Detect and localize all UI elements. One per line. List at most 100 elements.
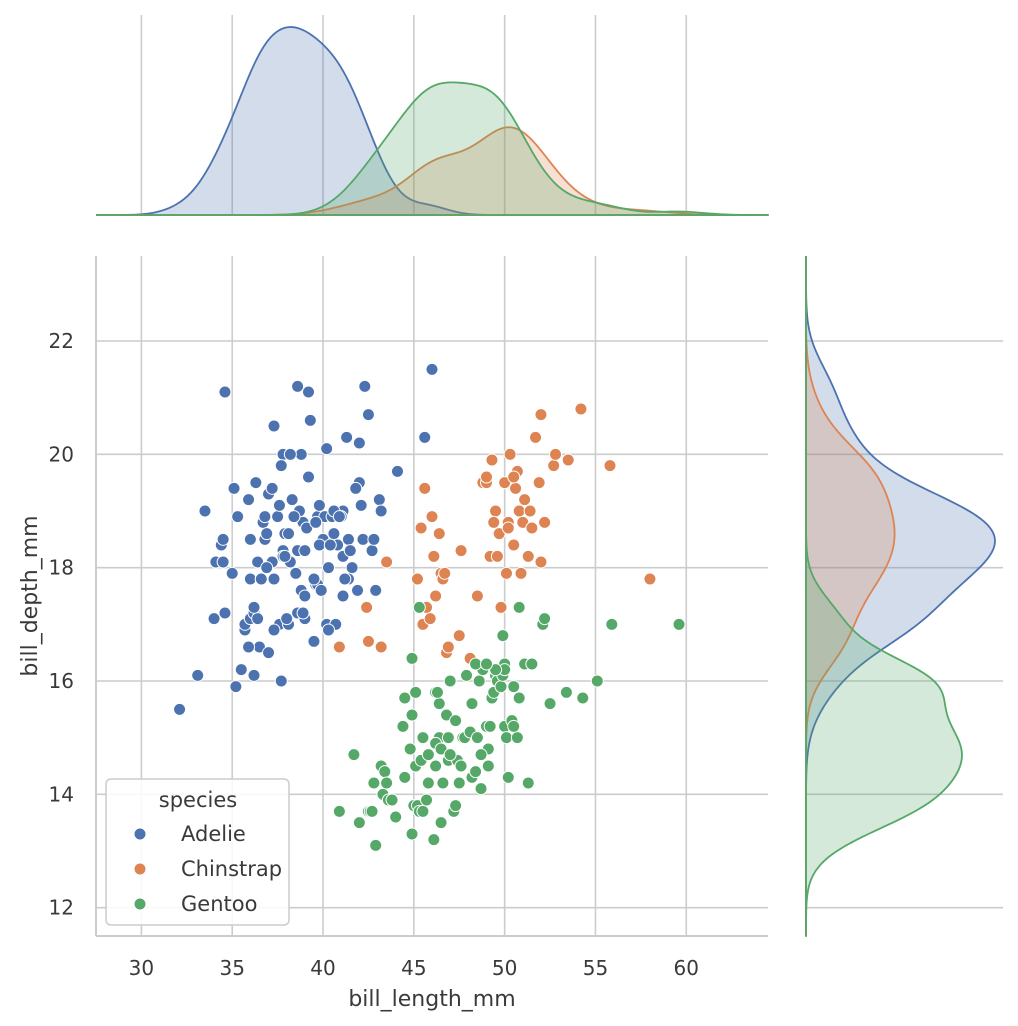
scatter-point	[474, 782, 488, 796]
scatter-point	[507, 470, 521, 484]
scatter-point	[287, 510, 301, 524]
scatter-point	[242, 493, 256, 507]
legend-label-adelie: Adelie	[181, 822, 246, 846]
scatter-point	[267, 572, 281, 586]
scatter-point	[470, 731, 484, 745]
scatter-point	[436, 776, 450, 790]
scatter-point	[429, 589, 443, 603]
scatter-point	[285, 493, 299, 507]
scatter-point	[441, 640, 455, 654]
scatter-point	[283, 447, 297, 461]
y-tick-label: 14	[49, 782, 74, 806]
scatter-point	[449, 799, 463, 813]
points-gentoo	[332, 600, 686, 852]
y-tick-label: 12	[49, 896, 74, 920]
scatter-point	[525, 657, 539, 671]
scatter-point	[303, 413, 317, 427]
y-tick-label: 20	[49, 442, 74, 466]
scatter-point	[496, 629, 510, 643]
scatter-point	[509, 481, 523, 495]
x-tick-label: 40	[310, 956, 335, 980]
scatter-point	[479, 470, 493, 484]
scatter-point	[321, 623, 335, 637]
scatter-point	[298, 544, 312, 558]
scatter-point	[361, 408, 375, 422]
scatter-point	[265, 481, 279, 495]
scatter-point	[272, 498, 286, 512]
scatter-point	[460, 668, 474, 682]
scatter-point	[543, 697, 557, 711]
scatter-point	[432, 527, 446, 541]
scatter-point	[414, 521, 428, 535]
scatter-point	[385, 793, 399, 807]
scatter-point	[360, 600, 374, 614]
scatter-point	[521, 549, 535, 563]
scatter-point	[590, 674, 604, 688]
scatter-point	[260, 527, 274, 541]
scatter-point	[559, 685, 573, 699]
scatter-point	[380, 555, 394, 569]
scatter-point	[523, 504, 537, 518]
scatter-point	[470, 589, 484, 603]
scatter-point	[320, 442, 334, 456]
x-tick-label: 30	[129, 956, 154, 980]
x-tick-label: 35	[219, 956, 244, 980]
scatter-point	[243, 532, 257, 546]
scatter-point	[198, 504, 212, 518]
scatter-point	[356, 532, 370, 546]
scatter-point	[296, 606, 310, 620]
scatter-point	[518, 493, 532, 507]
scatter-point	[271, 510, 285, 524]
scatter-point	[378, 765, 392, 779]
scatter-point	[258, 510, 272, 524]
scatter-point	[512, 600, 526, 614]
scatter-point	[405, 708, 419, 722]
scatter-point	[343, 544, 357, 558]
scatter-point	[374, 640, 388, 654]
scatter-point	[351, 583, 365, 597]
scatter-point	[390, 464, 404, 478]
scatter-point	[534, 408, 548, 422]
scatter-point	[490, 549, 504, 563]
scatter-point	[576, 691, 590, 705]
scatter-point	[483, 719, 497, 733]
scatter-point	[352, 816, 366, 830]
scatter-point	[427, 549, 441, 563]
scatter-point	[254, 572, 268, 586]
scatter-point	[251, 612, 265, 626]
scatter-point	[487, 515, 501, 529]
scatter-plot-area: 30 35 40 45 50 55 60 12 14 16 18 20 22 bill_length_mm…	[18, 256, 768, 1012]
scatter-point	[605, 617, 619, 631]
scatter-point	[234, 663, 248, 677]
scatter-point	[443, 748, 457, 762]
scatter-point	[452, 629, 466, 643]
scatter-point	[354, 498, 368, 512]
scatter-point	[216, 532, 230, 546]
scatter-point	[532, 476, 546, 490]
scatter-point	[454, 544, 468, 558]
scatter-point	[452, 776, 466, 790]
scatter-point	[438, 566, 452, 580]
scatter-point	[274, 674, 288, 688]
scatter-point	[405, 827, 419, 841]
scatter-point	[367, 776, 381, 790]
scatter-point	[421, 748, 435, 762]
y-tick-label: 16	[49, 669, 74, 693]
scatter-point	[398, 770, 412, 784]
scatter-point	[501, 521, 515, 535]
scatter-point	[323, 538, 337, 552]
scatter-point	[672, 617, 686, 631]
scatter-point	[247, 600, 261, 614]
legend-label-chinstrap: Chinstrap	[181, 857, 282, 881]
scatter-point	[494, 680, 508, 694]
scatter-point	[429, 759, 443, 773]
scatter-point	[398, 691, 412, 705]
scatter-point	[260, 561, 274, 575]
scatter-point	[389, 810, 403, 824]
scatter-point	[416, 804, 430, 818]
scatter-point	[409, 685, 423, 699]
scatter-point	[321, 561, 335, 575]
scatter-point	[420, 793, 434, 807]
scatter-point	[358, 379, 372, 393]
top-marginal-kde	[96, 15, 769, 216]
